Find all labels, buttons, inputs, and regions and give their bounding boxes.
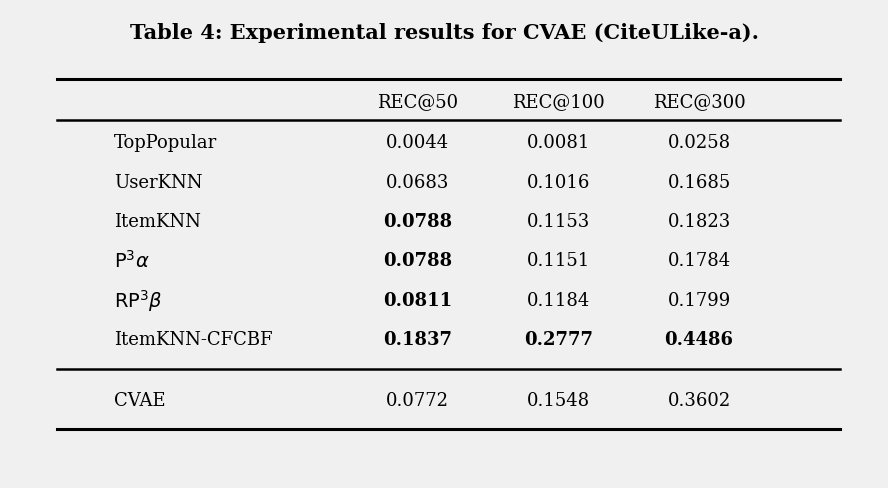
Text: 0.0044: 0.0044 bbox=[386, 134, 449, 152]
Text: 0.0772: 0.0772 bbox=[386, 392, 449, 410]
Text: 0.1548: 0.1548 bbox=[527, 392, 590, 410]
Text: ItemKNN: ItemKNN bbox=[115, 213, 201, 231]
Text: 0.0683: 0.0683 bbox=[386, 174, 449, 192]
Text: 0.1784: 0.1784 bbox=[668, 252, 731, 270]
Text: 0.0258: 0.0258 bbox=[668, 134, 731, 152]
Text: $\mathrm{RP}^3\beta$: $\mathrm{RP}^3\beta$ bbox=[115, 287, 163, 314]
Text: CVAE: CVAE bbox=[115, 392, 166, 410]
Text: 0.1016: 0.1016 bbox=[527, 174, 590, 192]
Text: 0.2777: 0.2777 bbox=[524, 331, 593, 349]
Text: 0.1151: 0.1151 bbox=[527, 252, 590, 270]
Text: 0.3602: 0.3602 bbox=[668, 392, 731, 410]
Text: 0.1837: 0.1837 bbox=[383, 331, 452, 349]
Text: ItemKNN-CFCBF: ItemKNN-CFCBF bbox=[115, 331, 273, 349]
Text: 0.4486: 0.4486 bbox=[664, 331, 733, 349]
Text: 0.0788: 0.0788 bbox=[383, 213, 452, 231]
Text: $\mathrm{P}^3\alpha$: $\mathrm{P}^3\alpha$ bbox=[115, 250, 150, 272]
Text: REC@300: REC@300 bbox=[653, 94, 746, 111]
Text: REC@100: REC@100 bbox=[512, 94, 605, 111]
Text: 0.1685: 0.1685 bbox=[668, 174, 731, 192]
Text: 0.0788: 0.0788 bbox=[383, 252, 452, 270]
Text: 0.0811: 0.0811 bbox=[383, 292, 452, 309]
Text: 0.1184: 0.1184 bbox=[527, 292, 590, 309]
Text: 0.1153: 0.1153 bbox=[527, 213, 590, 231]
Text: TopPopular: TopPopular bbox=[115, 134, 218, 152]
Text: 0.1799: 0.1799 bbox=[668, 292, 731, 309]
Text: 0.0081: 0.0081 bbox=[527, 134, 590, 152]
Text: Table 4: Experimental results for CVAE (CiteULike-a).: Table 4: Experimental results for CVAE (… bbox=[130, 23, 758, 43]
Text: REC@50: REC@50 bbox=[377, 94, 458, 111]
Text: UserKNN: UserKNN bbox=[115, 174, 202, 192]
Text: 0.1823: 0.1823 bbox=[668, 213, 731, 231]
